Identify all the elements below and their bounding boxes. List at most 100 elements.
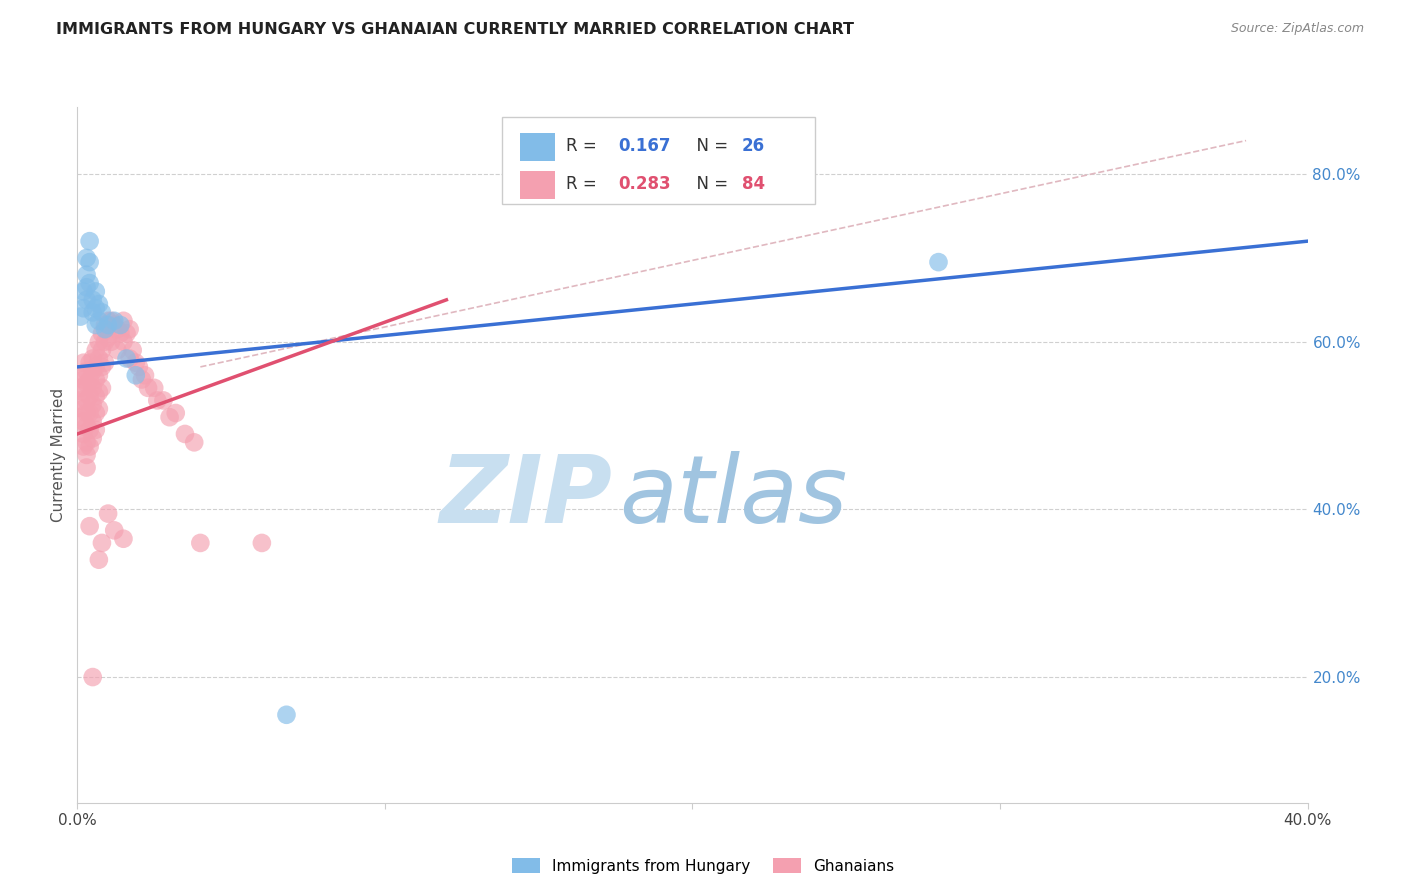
Point — [146, 393, 169, 408]
Point — [103, 524, 125, 538]
Point — [94, 322, 117, 336]
Point — [72, 401, 94, 416]
Point — [72, 385, 94, 400]
Point — [72, 285, 94, 299]
Point — [115, 351, 138, 366]
Point — [69, 368, 91, 383]
Text: 26: 26 — [742, 137, 765, 155]
Point — [250, 536, 273, 550]
Point — [72, 427, 94, 442]
Point — [87, 314, 110, 328]
Point — [82, 431, 104, 445]
Point — [90, 381, 114, 395]
Point — [90, 343, 114, 358]
Point — [112, 532, 135, 546]
Point — [928, 255, 950, 269]
FancyBboxPatch shape — [502, 118, 815, 204]
Point — [84, 285, 107, 299]
Point — [276, 707, 298, 722]
Text: 0.283: 0.283 — [619, 175, 671, 193]
Point — [94, 334, 117, 349]
Text: IMMIGRANTS FROM HUNGARY VS GHANAIAN CURRENTLY MARRIED CORRELATION CHART: IMMIGRANTS FROM HUNGARY VS GHANAIAN CURR… — [56, 22, 855, 37]
Point — [82, 351, 104, 366]
Point — [174, 427, 197, 442]
Point — [87, 334, 110, 349]
Point — [76, 364, 98, 378]
Point — [188, 536, 212, 550]
Point — [84, 301, 107, 316]
Point — [100, 334, 122, 349]
Text: atlas: atlas — [619, 451, 846, 542]
Point — [118, 351, 141, 366]
Point — [110, 318, 132, 332]
Point — [79, 255, 101, 269]
Point — [125, 356, 148, 370]
Point — [136, 381, 159, 395]
Point — [103, 318, 125, 332]
Point — [76, 418, 98, 433]
Point — [69, 310, 91, 324]
Point — [82, 381, 104, 395]
Point — [152, 393, 174, 408]
Point — [84, 372, 107, 386]
Point — [131, 372, 153, 386]
Point — [79, 519, 101, 533]
Text: R =: R = — [565, 175, 602, 193]
Point — [84, 423, 107, 437]
Point — [79, 276, 101, 290]
Point — [125, 368, 148, 383]
Text: N =: N = — [686, 137, 734, 155]
Point — [183, 435, 205, 450]
Point — [72, 356, 94, 370]
Point — [110, 326, 132, 341]
Point — [69, 381, 91, 395]
Point — [87, 297, 110, 311]
Point — [90, 536, 114, 550]
Y-axis label: Currently Married: Currently Married — [51, 388, 66, 522]
Point — [82, 414, 104, 428]
Point — [94, 318, 117, 332]
Point — [76, 251, 98, 265]
Point — [105, 343, 128, 358]
Point — [165, 406, 187, 420]
Point — [72, 440, 94, 454]
Point — [87, 552, 110, 566]
Point — [121, 343, 143, 358]
Point — [82, 670, 104, 684]
Point — [84, 343, 107, 358]
Point — [82, 364, 104, 378]
Text: ZIP: ZIP — [440, 450, 613, 542]
Point — [76, 376, 98, 391]
Point — [115, 326, 138, 341]
Point — [97, 318, 120, 332]
Point — [97, 507, 120, 521]
Point — [82, 398, 104, 412]
Point — [72, 372, 94, 386]
Point — [84, 359, 107, 374]
Text: R =: R = — [565, 137, 602, 155]
Legend: Immigrants from Hungary, Ghanaians: Immigrants from Hungary, Ghanaians — [506, 852, 900, 880]
Point — [105, 322, 128, 336]
Text: N =: N = — [686, 175, 734, 193]
Point — [76, 435, 98, 450]
Point — [112, 334, 135, 349]
Point — [90, 359, 114, 374]
Text: Source: ZipAtlas.com: Source: ZipAtlas.com — [1230, 22, 1364, 36]
Point — [100, 314, 122, 328]
Point — [82, 293, 104, 307]
Bar — [520, 134, 555, 161]
Point — [134, 368, 156, 383]
Bar — [520, 171, 555, 199]
Point — [69, 393, 91, 408]
Point — [84, 318, 107, 332]
Point — [79, 372, 101, 386]
Point — [79, 423, 101, 437]
Point — [76, 268, 98, 282]
Point — [84, 406, 107, 420]
Point — [72, 301, 94, 316]
Point — [143, 381, 166, 395]
Point — [76, 448, 98, 462]
Point — [90, 305, 114, 319]
Point — [97, 330, 120, 344]
Point — [76, 393, 98, 408]
